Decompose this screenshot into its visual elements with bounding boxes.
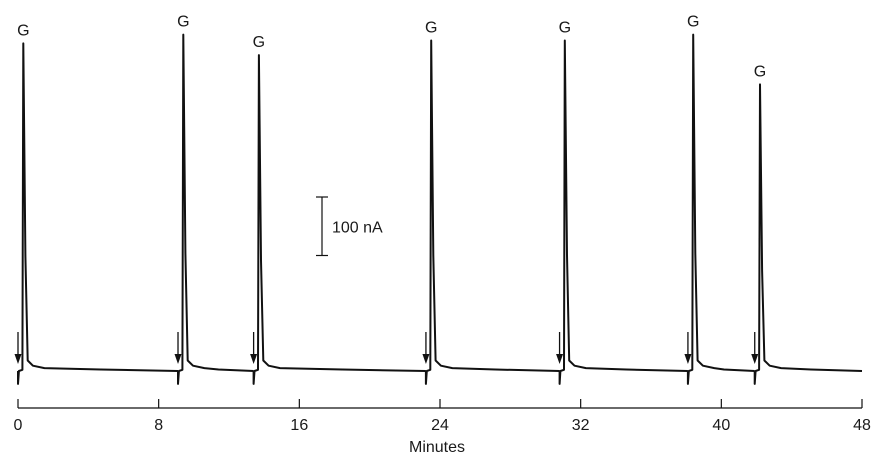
injection-arrow-2 <box>174 332 182 364</box>
scale-bar-label: 100 nA <box>332 219 383 236</box>
trace-segment-6 <box>686 33 755 385</box>
x-tick-label-40: 40 <box>712 417 730 434</box>
trace-segment-7 <box>753 83 863 385</box>
x-tick-label-8: 8 <box>154 417 163 434</box>
injection-arrow-4 <box>422 332 430 364</box>
peak-label-6: G <box>687 14 699 31</box>
peak-labels: G G G G G G G <box>17 14 766 81</box>
trace-segment-3 <box>252 54 426 385</box>
peak-label-4: G <box>425 20 437 37</box>
injection-arrows <box>14 332 759 364</box>
peak-label-1: G <box>17 22 29 39</box>
injection-arrow-6 <box>684 332 692 364</box>
trace-layer <box>17 33 863 385</box>
x-tick-label-48: 48 <box>853 417 871 434</box>
x-tick-label-16: 16 <box>290 417 308 434</box>
x-axis: 0 8 16 24 32 40 48 <box>14 399 871 434</box>
x-tick-label-32: 32 <box>572 417 590 434</box>
scale-bar: 100 nA <box>316 196 383 257</box>
x-axis-label: Minutes <box>409 439 465 456</box>
peak-label-2: G <box>177 14 189 31</box>
peak-label-7: G <box>754 63 766 80</box>
injection-arrow-7 <box>751 332 759 364</box>
trace-segment-5 <box>558 39 688 385</box>
trace-segment-4 <box>424 39 560 385</box>
peak-label-3: G <box>253 34 265 51</box>
injection-arrow-5 <box>556 332 564 364</box>
injection-arrow-1 <box>14 332 22 364</box>
peak-label-5: G <box>559 20 571 37</box>
trace-segment-2 <box>177 33 254 385</box>
trace-segment-1 <box>17 42 179 385</box>
x-tick-label-24: 24 <box>431 417 449 434</box>
x-tick-label-0: 0 <box>14 417 23 434</box>
injection-arrow-3 <box>250 332 258 364</box>
